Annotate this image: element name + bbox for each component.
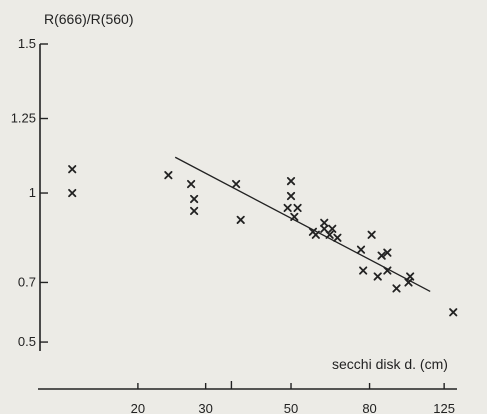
point-marker <box>333 233 342 242</box>
point-marker <box>190 206 199 216</box>
point-marker <box>283 203 292 213</box>
point-marker <box>187 179 196 189</box>
y-tick-label: 0.5 <box>18 334 36 349</box>
data-point <box>320 218 329 227</box>
regression-line <box>174 156 431 292</box>
point-marker <box>383 266 392 275</box>
data-point <box>367 230 376 239</box>
x-axis-label: secchi disk d. (cm) <box>332 356 448 372</box>
y-axis-label: R(666)/R(560) <box>44 11 133 27</box>
data-point <box>190 194 199 204</box>
point-marker <box>236 215 245 224</box>
data-point <box>449 308 458 317</box>
data-point <box>377 251 386 260</box>
data-point <box>232 179 241 189</box>
point-marker <box>190 194 199 204</box>
data-point <box>406 272 415 281</box>
data-point <box>286 177 296 186</box>
point-marker <box>320 218 329 227</box>
point-marker <box>383 248 392 257</box>
data-point <box>359 266 368 275</box>
point-marker <box>286 177 296 186</box>
point-marker <box>406 272 415 281</box>
point-marker <box>68 165 77 174</box>
point-marker <box>359 266 368 275</box>
point-marker <box>286 191 296 201</box>
y-tick-label: 0.7 <box>18 274 36 289</box>
point-marker <box>325 230 334 239</box>
data-point <box>328 224 337 233</box>
data-point <box>325 230 334 239</box>
data-point <box>286 191 296 201</box>
point-marker <box>449 308 458 317</box>
data-point <box>383 266 392 275</box>
y-axis: 1.5 1.25 1 0.7 0.5 <box>11 36 48 351</box>
x-axis: 20 30 50 80 125 <box>38 381 457 414</box>
point-marker <box>293 203 302 213</box>
point-marker <box>232 179 241 189</box>
y-tick-label: 1.5 <box>18 36 36 51</box>
x-tick-label: 80 <box>362 401 376 414</box>
data-point <box>283 203 292 213</box>
x-tick-label: 30 <box>198 401 212 414</box>
point-marker <box>328 224 337 233</box>
point-marker <box>311 230 320 239</box>
data-point <box>187 179 196 189</box>
point-marker <box>373 272 382 281</box>
x-tick-label: 125 <box>433 401 455 414</box>
data-point <box>293 203 302 213</box>
data-point <box>68 188 77 198</box>
data-point <box>164 171 173 180</box>
data-point <box>190 206 199 216</box>
data-point <box>383 248 392 257</box>
data-point <box>236 215 245 224</box>
x-tick-label: 20 <box>131 401 145 414</box>
plot-area <box>68 156 458 317</box>
point-marker <box>392 284 401 293</box>
data-point <box>356 245 366 254</box>
data-point <box>373 272 382 281</box>
data-point <box>311 230 320 239</box>
data-point <box>290 212 299 221</box>
data-point <box>333 233 342 242</box>
x-tick-label: 50 <box>284 401 298 414</box>
data-point <box>68 165 77 174</box>
point-marker <box>367 230 376 239</box>
point-marker <box>377 251 386 260</box>
point-marker <box>68 188 77 198</box>
point-marker <box>290 212 299 221</box>
point-marker <box>356 245 366 254</box>
y-tick-label: 1 <box>29 185 36 200</box>
data-point <box>392 284 401 293</box>
y-tick-label: 1.25 <box>11 111 36 126</box>
point-marker <box>164 171 173 180</box>
